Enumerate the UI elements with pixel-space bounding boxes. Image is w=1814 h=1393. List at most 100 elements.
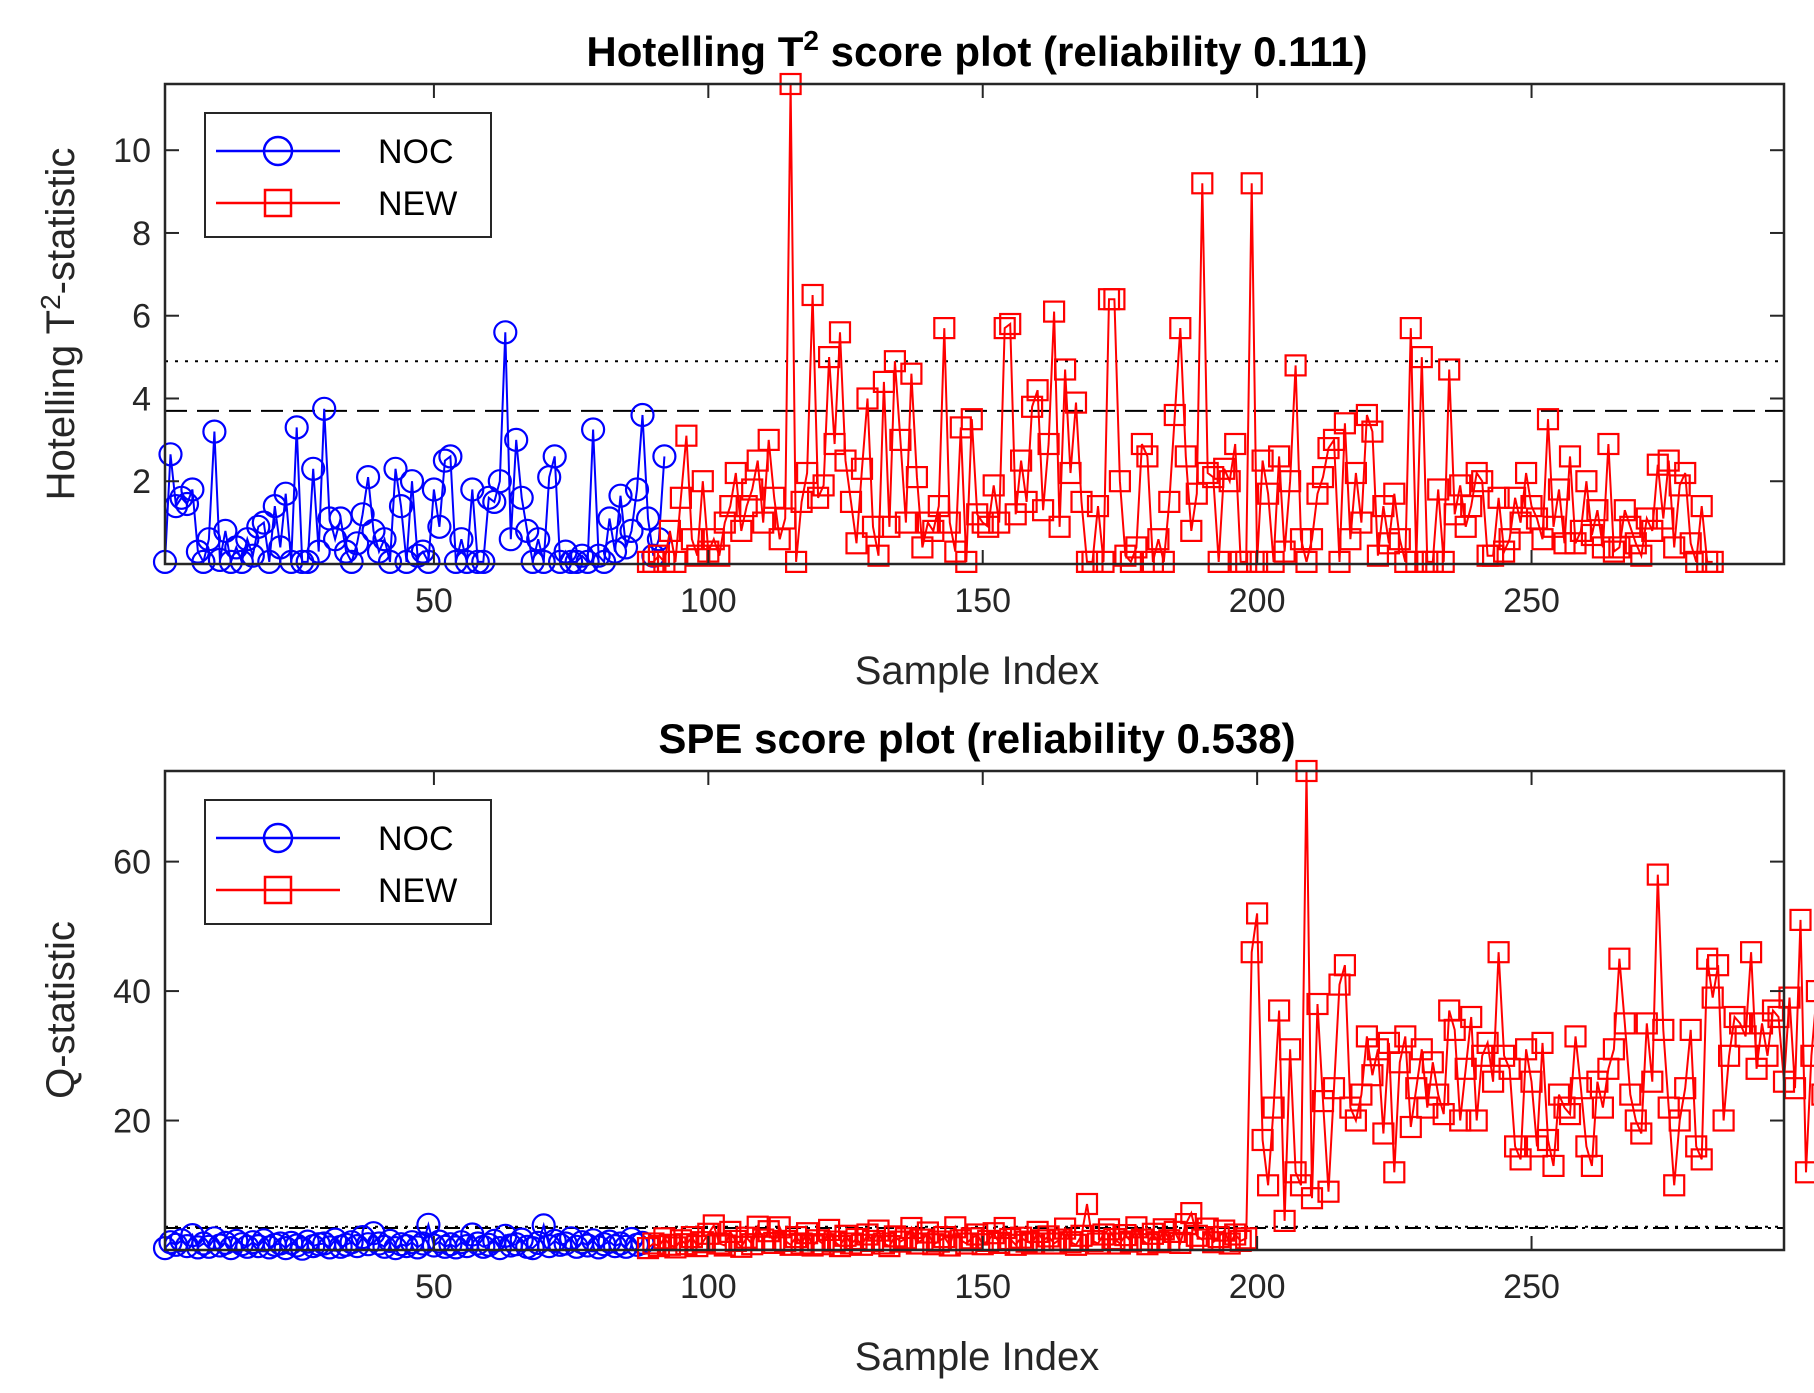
legend-marker-noc	[262, 135, 294, 167]
legend-marker-noc	[262, 822, 294, 854]
data-point-new	[955, 550, 978, 574]
data-point-noc	[377, 549, 403, 575]
data-point-new	[1388, 1051, 1411, 1074]
data-point-noc	[421, 477, 446, 502]
data-point-new	[1580, 1154, 1604, 1178]
data-point-new	[1218, 470, 1241, 493]
data-point-new	[1306, 992, 1329, 1016]
data-point-new	[1624, 1109, 1647, 1132]
legend-label-new: NEW	[378, 872, 457, 910]
data-point-new	[1547, 478, 1571, 501]
data-point-new	[1794, 1161, 1814, 1184]
data-point-new	[1245, 902, 1269, 925]
data-point-noc	[652, 444, 677, 469]
data-point-new	[1130, 432, 1154, 456]
data-point-new	[669, 486, 693, 509]
data-point-new	[1273, 540, 1296, 563]
data-point-new	[1569, 1077, 1593, 1100]
data-point-noc	[487, 1235, 512, 1261]
data-point-new	[784, 550, 808, 574]
data-point-new	[1443, 1018, 1466, 1042]
data-point-new	[812, 474, 835, 497]
data-point-noc	[635, 506, 661, 531]
data-point-new	[1174, 445, 1197, 468]
legend-marker-new	[263, 188, 293, 218]
data-point-noc	[427, 514, 452, 539]
data-point-new	[1679, 532, 1702, 555]
data-point-noc	[394, 1233, 419, 1259]
data-point-new	[1646, 863, 1669, 886]
data-point-new	[1454, 1057, 1477, 1080]
data-point-new	[719, 495, 742, 518]
data-point-new	[1685, 1135, 1708, 1158]
data-point-noc	[449, 527, 474, 552]
data-point-new	[1586, 499, 1609, 522]
legend: NOC NEW	[204, 799, 492, 925]
data-point-new	[1317, 437, 1340, 460]
data-point-noc	[339, 1230, 364, 1255]
data-point-noc	[520, 1235, 545, 1261]
data-point-new	[1037, 432, 1060, 456]
data-point-new	[1542, 1154, 1565, 1178]
data-point-new	[1635, 1012, 1658, 1035]
legend: NOC NEW	[204, 112, 492, 238]
data-point-new	[1531, 1031, 1554, 1055]
data-point-new	[1180, 1201, 1203, 1225]
data-point-noc	[471, 549, 496, 575]
y-tick-label: 40	[113, 973, 151, 1011]
data-point-new	[664, 550, 687, 574]
chart-title: Hotelling T2 score plot (reliability 0.1…	[586, 25, 1367, 75]
data-point-new	[774, 507, 797, 530]
data-point-noc	[284, 415, 309, 440]
data-point-new	[1383, 482, 1406, 505]
data-point-new	[1663, 536, 1686, 559]
data-point-new	[757, 428, 780, 451]
data-point-new	[1564, 1025, 1587, 1048]
data-point-new	[1278, 470, 1302, 493]
data-point-new	[1624, 532, 1647, 555]
data-point-new	[1092, 550, 1115, 574]
data-point-new	[1059, 461, 1082, 485]
data-point-new	[730, 519, 753, 543]
data-point-noc	[602, 539, 628, 564]
data-point-noc	[493, 320, 518, 345]
data-point-noc	[301, 456, 326, 481]
data-point-new	[1805, 979, 1814, 1003]
data-point-new	[1553, 1096, 1576, 1119]
data-point-new	[1361, 420, 1384, 443]
data-point-noc	[350, 1224, 375, 1250]
data-point-new	[1701, 986, 1724, 1009]
x-tick-label: 200	[1229, 1268, 1286, 1306]
data-point-new	[1421, 1051, 1444, 1074]
data-point-new	[1317, 1180, 1340, 1203]
data-point-new	[1641, 1070, 1664, 1093]
data-point-noc	[597, 506, 622, 531]
data-point-new	[1498, 1057, 1521, 1080]
data-point-new	[894, 511, 918, 534]
data-point-new	[1706, 954, 1730, 977]
data-point-new	[1520, 1070, 1543, 1093]
data-point-noc	[542, 1228, 567, 1254]
data-point-noc	[537, 1233, 562, 1259]
data-point-new	[1503, 486, 1527, 509]
x-axis-label: Sample Index	[855, 649, 1100, 693]
x-tick-label: 200	[1229, 582, 1286, 620]
data-point-noc	[180, 477, 205, 502]
data-point-new	[1388, 528, 1411, 551]
data-point-new	[1224, 432, 1247, 456]
data-point-noc	[339, 549, 364, 575]
data-point-new	[839, 490, 863, 513]
data-point-noc	[290, 1236, 315, 1261]
data-point-new	[867, 544, 890, 567]
legend-marker-new	[263, 875, 293, 905]
data-point-noc	[586, 543, 611, 568]
data-point-new	[1169, 1231, 1192, 1255]
data-point-new	[1042, 300, 1066, 323]
data-point-new	[1465, 1109, 1488, 1132]
data-point-new	[1712, 1109, 1735, 1132]
data-point-new	[1278, 1038, 1302, 1061]
data-point-new	[1509, 1148, 1532, 1171]
data-point-new	[1438, 358, 1461, 381]
data-point-noc	[504, 427, 529, 452]
data-point-new	[1256, 1174, 1280, 1197]
